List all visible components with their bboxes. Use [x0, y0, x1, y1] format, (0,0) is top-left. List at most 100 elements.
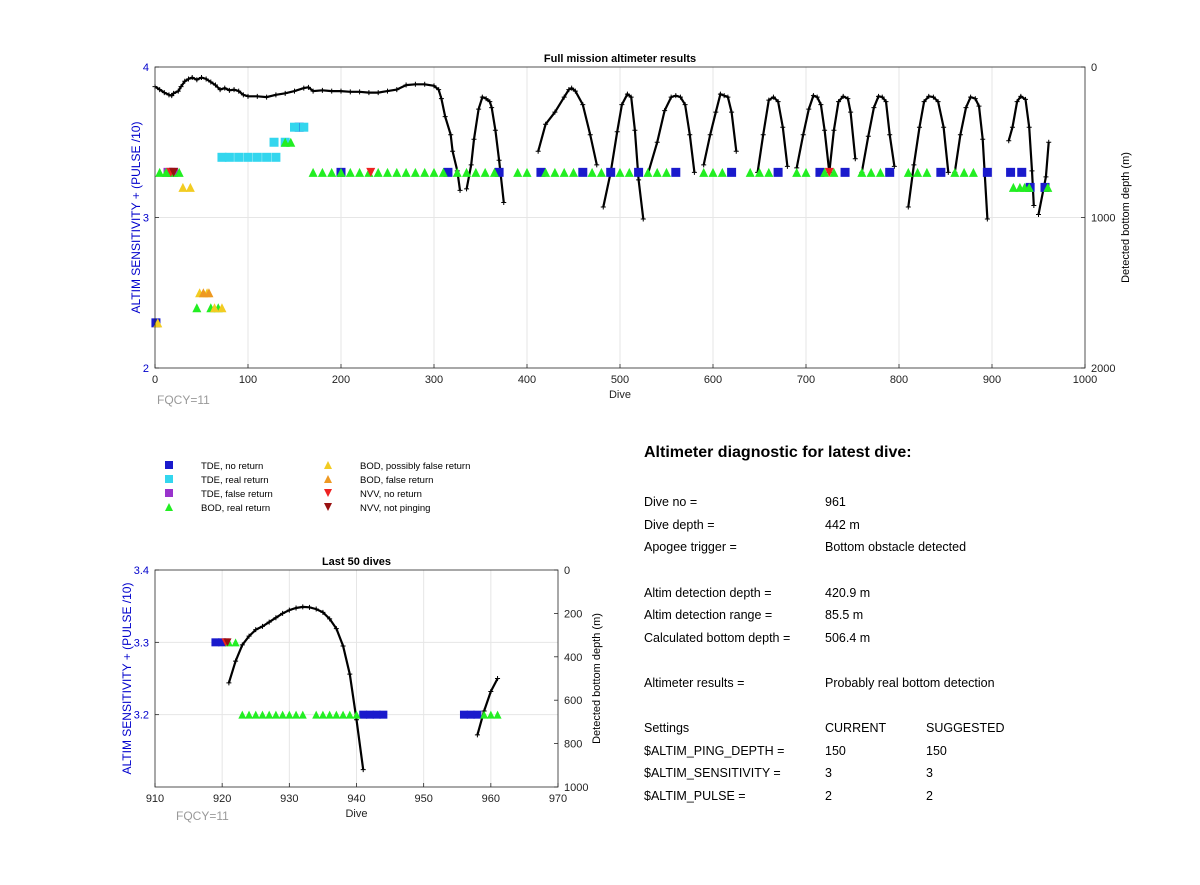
depth-point — [474, 732, 480, 738]
depth-point — [329, 88, 335, 94]
depth-point — [189, 75, 195, 81]
depth-trace-line — [1007, 94, 1035, 206]
depth-point — [566, 87, 572, 93]
depth-point — [717, 91, 723, 97]
depth-point — [831, 127, 837, 133]
legend-marker — [324, 475, 332, 483]
depth-point — [636, 177, 642, 183]
data-marker — [245, 710, 254, 719]
depth-point — [231, 87, 237, 93]
depth-point — [464, 186, 470, 192]
depth-point — [357, 89, 363, 95]
depth-point — [436, 87, 442, 93]
data-marker — [866, 167, 876, 177]
depth-point — [822, 127, 828, 133]
results-label: Altimeter results = — [644, 676, 745, 690]
depth-point — [552, 109, 558, 115]
data-marker — [269, 137, 279, 147]
current-header: CURRENT — [825, 721, 887, 735]
depth-point — [333, 626, 339, 632]
data-marker — [494, 167, 504, 177]
depth-point — [157, 87, 163, 93]
depth-point — [259, 623, 265, 629]
depth-point — [254, 93, 260, 99]
depth-point — [495, 676, 501, 681]
legend-marker — [165, 489, 173, 497]
depth-point — [266, 619, 272, 625]
depth-point — [883, 99, 889, 105]
data-marker — [513, 167, 523, 177]
depth-point — [840, 93, 846, 99]
depth-point — [800, 132, 806, 138]
data-marker — [699, 167, 709, 177]
dive-no-value: 961 — [825, 495, 846, 509]
x-tick-label: 800 — [890, 374, 908, 386]
depth-point — [1031, 202, 1037, 208]
depth-point — [240, 92, 246, 98]
data-marker — [308, 167, 318, 177]
legend-marker — [324, 461, 332, 469]
data-marker — [480, 167, 490, 177]
depth-point — [600, 204, 606, 210]
depth-point — [471, 136, 477, 142]
sensitivity-label: $ALTIM_SENSITIVITY = — [644, 766, 781, 780]
y2-tick-label: 800 — [564, 739, 582, 751]
data-marker — [968, 167, 978, 177]
y2-tick-label: 600 — [564, 695, 582, 707]
y2-tick-label: 0 — [1091, 62, 1097, 74]
data-marker — [217, 152, 227, 162]
depth-point — [848, 109, 854, 115]
data-marker — [541, 167, 551, 177]
data-marker — [317, 167, 327, 177]
depth-point — [729, 109, 735, 115]
depth-point — [320, 609, 326, 615]
depth-point — [194, 77, 200, 83]
depth-point — [438, 96, 444, 102]
data-marker — [708, 167, 718, 177]
depth-point — [770, 94, 776, 100]
x-tick-label: 500 — [611, 374, 629, 386]
data-marker — [824, 167, 834, 177]
x-tick-label: 200 — [332, 374, 350, 386]
depth-point — [865, 133, 871, 139]
data-marker — [922, 167, 932, 177]
depth-point — [366, 90, 372, 96]
depth-point — [725, 94, 731, 100]
depth-point — [701, 162, 707, 168]
x-tick-label: 600 — [704, 374, 722, 386]
depth-point — [280, 610, 286, 616]
data-marker — [486, 710, 495, 719]
depth-point — [286, 607, 292, 613]
depth-point — [1029, 168, 1035, 174]
depth-point — [640, 216, 646, 222]
depth-point — [360, 767, 366, 773]
depth-point — [487, 99, 493, 105]
depth-point — [668, 94, 674, 100]
data-marker — [231, 638, 240, 647]
data-marker — [285, 710, 294, 719]
sensitivity-current: 3 — [825, 766, 832, 780]
depth-point — [431, 83, 437, 89]
ping-depth-label: $ALTIM_PING_DEPTH = — [644, 744, 785, 758]
data-marker — [1040, 182, 1050, 192]
data-marker — [885, 167, 895, 177]
depth-point — [810, 93, 816, 99]
y-tick-label: 2 — [143, 363, 149, 375]
chart-legend: TDE, no return TDE, real return TDE, false… — [165, 461, 470, 514]
depth-point — [450, 148, 456, 154]
data-marker — [271, 152, 281, 162]
depth-point — [442, 114, 448, 120]
bottom-depth-label: Calculated bottom depth = — [644, 631, 791, 645]
data-marker — [299, 122, 309, 132]
data-marker — [372, 710, 381, 719]
depth-point — [945, 169, 951, 175]
depth-point — [212, 82, 218, 88]
x-tick-label: 900 — [983, 374, 1001, 386]
depth-point — [561, 94, 567, 100]
x-tick-label: 970 — [549, 793, 567, 805]
depth-point — [217, 87, 223, 93]
data-marker — [169, 167, 179, 177]
depth-point — [1043, 174, 1049, 180]
data-marker — [332, 710, 341, 719]
data-marker — [352, 710, 361, 719]
